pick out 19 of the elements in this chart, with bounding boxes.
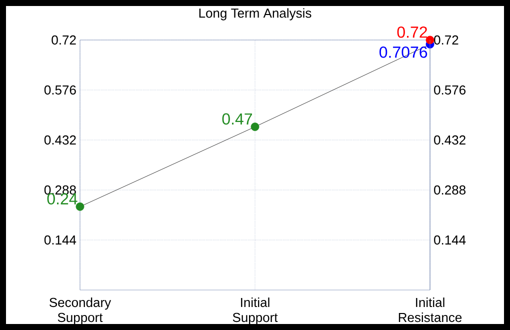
y-tick-label: 0.576 (44, 85, 76, 95)
data-label: 0.47 (222, 113, 252, 125)
y2-tick-label: 0.72 (434, 35, 458, 45)
chart-title: Long Term Analysis (199, 8, 312, 20)
x-tick-label: Initial Resistance (398, 298, 462, 322)
y-tick-label: 0.432 (44, 135, 76, 145)
y2-tick-label: 0.432 (434, 135, 466, 145)
y-tick-label: 0.144 (44, 235, 76, 245)
x-tick-label: Initial Support (232, 298, 278, 325)
y-tick-label: 0.72 (52, 35, 76, 45)
y2-tick-label: 0.576 (434, 85, 466, 95)
point (250, 122, 260, 132)
data-label: 0.24 (47, 193, 78, 204)
y2-tick-label: 0.144 (434, 235, 466, 245)
point (76, 202, 84, 211)
data-label: 0.72 (397, 26, 427, 38)
y2-tick-label: 0.288 (434, 185, 466, 195)
y-tick-label: 0.288 (44, 185, 76, 195)
x-tick-label: Secondary Support (50, 298, 112, 325)
